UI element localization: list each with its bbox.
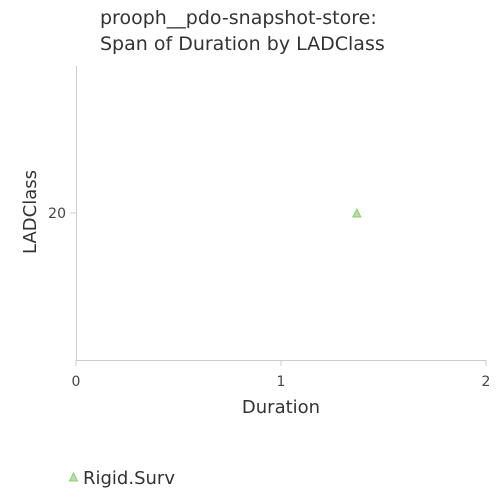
- chart-title-line-2: Span of Duration by LADClass: [100, 33, 385, 55]
- chart-title: prooph__pdo-snapshot-store: Span of Dura…: [100, 7, 385, 55]
- x-axis-label: Duration: [242, 397, 320, 418]
- data-point-triangle: [352, 207, 362, 218]
- y-tick-label: 20: [48, 206, 66, 222]
- legend: Rigid.Surv: [68, 468, 175, 489]
- x-axis-ticks: 0 1 2: [72, 360, 491, 390]
- x-tick-label: 2: [482, 374, 491, 390]
- y-axis-label: LADClass: [20, 170, 41, 254]
- legend-label-rigid-surv: Rigid.Surv: [83, 468, 175, 489]
- data-points: [352, 207, 362, 218]
- x-tick-label: 1: [277, 374, 286, 390]
- chart-title-line-1: prooph__pdo-snapshot-store:: [100, 7, 377, 29]
- legend-marker-triangle-icon: [68, 471, 79, 482]
- x-tick-label: 0: [72, 374, 81, 390]
- y-axis-ticks: 20: [48, 206, 76, 222]
